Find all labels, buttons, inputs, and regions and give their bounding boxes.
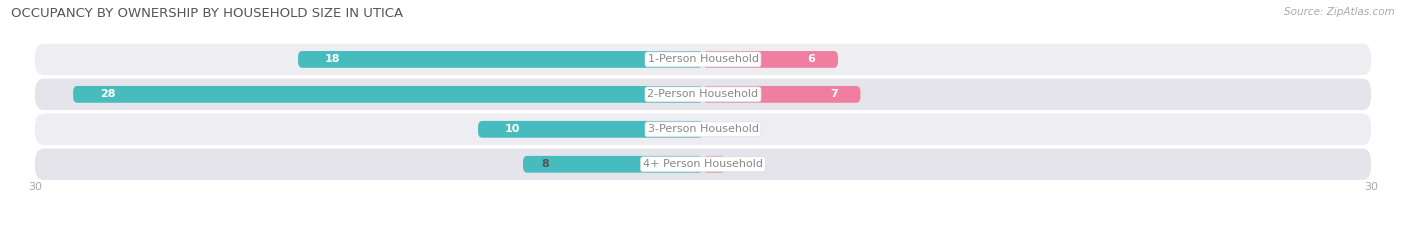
Text: 18: 18 (325, 55, 340, 64)
Text: 7: 7 (830, 89, 838, 99)
Text: 1: 1 (737, 159, 745, 169)
Text: 30: 30 (1364, 182, 1378, 192)
FancyBboxPatch shape (298, 51, 703, 68)
FancyBboxPatch shape (35, 149, 1371, 180)
Text: 0: 0 (714, 124, 721, 134)
Text: 1-Person Household: 1-Person Household (648, 55, 758, 64)
FancyBboxPatch shape (35, 44, 1371, 75)
Text: 28: 28 (100, 89, 115, 99)
Text: Source: ZipAtlas.com: Source: ZipAtlas.com (1284, 7, 1395, 17)
FancyBboxPatch shape (523, 156, 703, 173)
Text: 4+ Person Household: 4+ Person Household (643, 159, 763, 169)
Text: 8: 8 (541, 159, 548, 169)
FancyBboxPatch shape (703, 86, 860, 103)
Text: 10: 10 (505, 124, 520, 134)
Text: 6: 6 (807, 55, 815, 64)
Legend: Owner-occupied, Renter-occupied: Owner-occupied, Renter-occupied (588, 230, 818, 233)
Text: 30: 30 (28, 182, 42, 192)
Text: 2-Person Household: 2-Person Household (647, 89, 759, 99)
Text: OCCUPANCY BY OWNERSHIP BY HOUSEHOLD SIZE IN UTICA: OCCUPANCY BY OWNERSHIP BY HOUSEHOLD SIZE… (11, 7, 404, 20)
FancyBboxPatch shape (35, 79, 1371, 110)
FancyBboxPatch shape (73, 86, 703, 103)
FancyBboxPatch shape (703, 156, 725, 173)
FancyBboxPatch shape (703, 51, 838, 68)
FancyBboxPatch shape (478, 121, 703, 138)
FancyBboxPatch shape (35, 114, 1371, 145)
Text: 3-Person Household: 3-Person Household (648, 124, 758, 134)
